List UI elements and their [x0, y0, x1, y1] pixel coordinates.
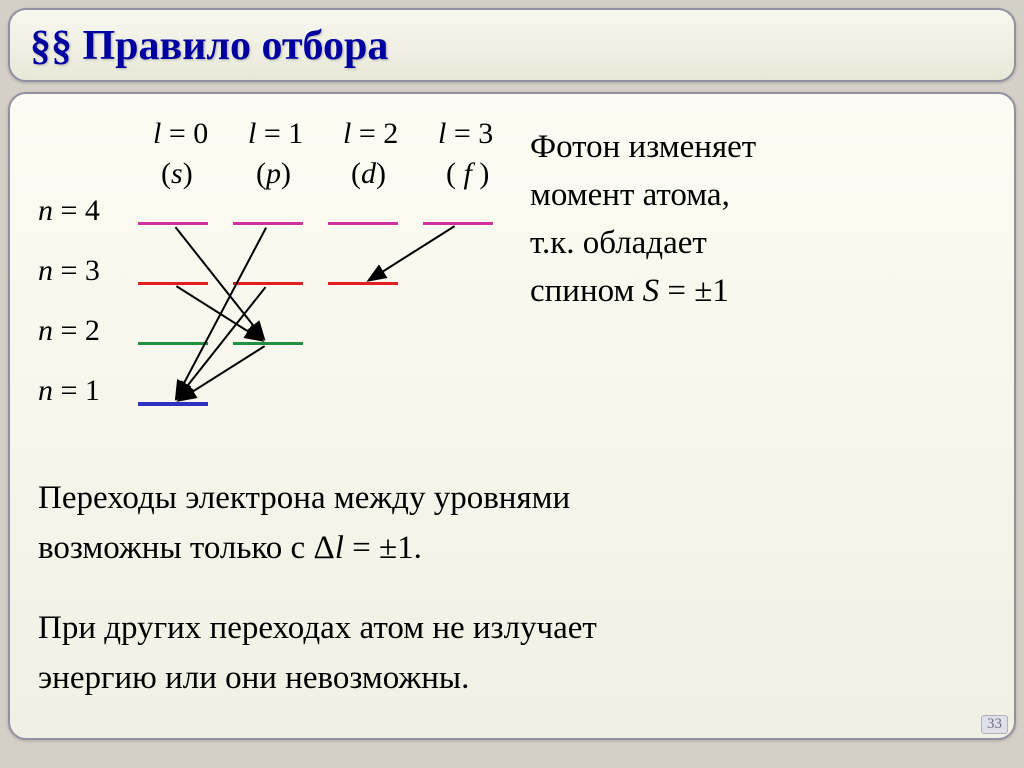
level-n4-l0	[138, 222, 208, 225]
col-header-1: l = 1	[248, 117, 303, 151]
formula-S: S	[643, 273, 660, 309]
side-line2: момент атома,	[530, 177, 730, 213]
col-header-0: l = 0	[153, 117, 208, 151]
level-n3-l1	[233, 282, 303, 285]
side-line4a: спином	[530, 273, 643, 309]
level-n4-l3	[423, 222, 493, 225]
side-text: Фотон изменяет момент атома, т.к. облада…	[530, 124, 960, 315]
col-header-2: l = 2	[343, 117, 398, 151]
row-label-n3: n = 3	[38, 254, 100, 288]
side-line3: т.к. обладает	[530, 225, 707, 261]
col-subheader-1: (p)	[256, 157, 291, 191]
l-var: l	[335, 530, 344, 566]
col-subheader-2: (d)	[351, 157, 386, 191]
formula-eq: = ±1	[659, 273, 729, 309]
body-paragraph-1: Переходы электрона между уровнями возмож…	[38, 474, 978, 573]
row-label-n2: n = 2	[38, 314, 100, 348]
transition-arrow-1	[176, 286, 261, 340]
row-label-n1: n = 1	[38, 374, 100, 408]
level-n3-l0	[138, 282, 208, 285]
col-subheader-3: ( f )	[446, 157, 489, 191]
content-panel: l = 0 (s) l = 1 (p) l = 2 (d) l = 3 ( f ) n = 4 n…	[8, 92, 1016, 740]
energy-level-diagram: l = 0 (s) l = 1 (p) l = 2 (d) l = 3 ( f ) n = 4 n…	[38, 112, 508, 452]
level-n1-l0	[138, 402, 208, 406]
delta: Δ	[313, 530, 334, 566]
level-n4-l2	[328, 222, 398, 225]
p1-line2a: возможны только с	[38, 530, 313, 566]
col-subheader-0: (s)	[161, 157, 193, 191]
page-title: §§ Правило отбора	[30, 22, 994, 70]
transition-arrow-5	[370, 226, 455, 280]
level-n3-l2	[328, 282, 398, 285]
transition-arrow-4	[180, 346, 265, 400]
title-panel: §§ Правило отбора	[8, 8, 1016, 82]
body-paragraph-2: При других переходах атом не излучает эн…	[38, 604, 978, 703]
slide-number: 33	[981, 715, 1008, 734]
period1: .	[414, 530, 422, 566]
p2-line1: При других переходах атом не излучает	[38, 610, 597, 646]
level-n2-l0	[138, 342, 208, 345]
side-line1: Фотон изменяет	[530, 129, 756, 165]
p1-line1: Переходы электрона между уровнями	[38, 480, 570, 516]
level-n4-l1	[233, 222, 303, 225]
level-n2-l1	[233, 342, 303, 345]
p2-line2: энергию или они невозможны.	[38, 660, 469, 696]
transition-arrow-2	[177, 228, 266, 397]
eq-pm1: = ±1	[344, 530, 414, 566]
col-header-3: l = 3	[438, 117, 493, 151]
row-label-n4: n = 4	[38, 194, 100, 228]
